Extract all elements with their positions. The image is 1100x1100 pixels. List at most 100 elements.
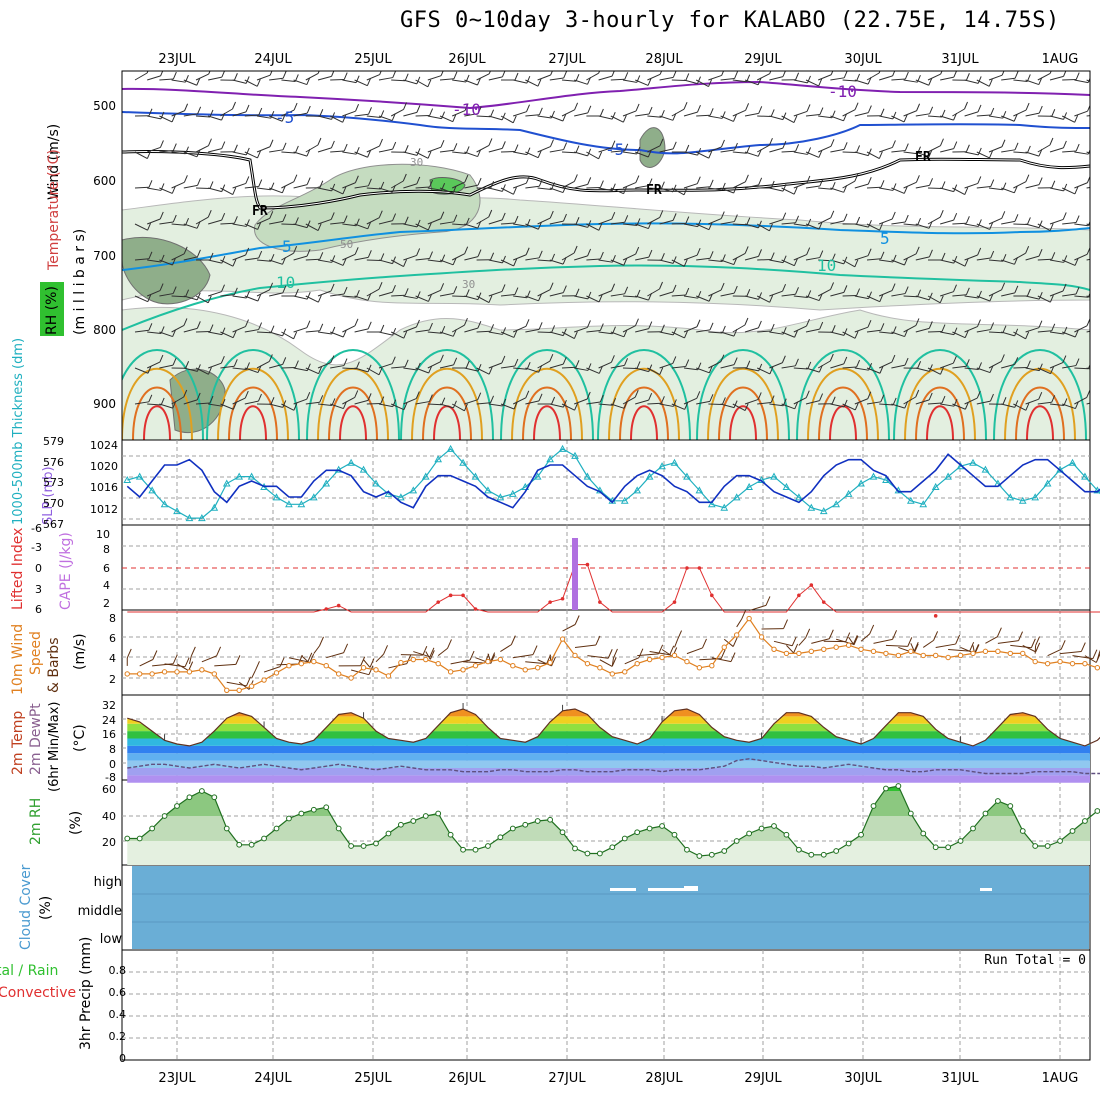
upper-wind-barb-flag (185, 361, 190, 369)
upper-wind-barb (171, 79, 186, 83)
wind-speed-point (522, 667, 528, 673)
upper-wind-barb (537, 146, 551, 153)
upper-wind-barb (756, 295, 770, 303)
upper-wind-barb (1037, 223, 1051, 232)
upper-wind-barb-flag (1025, 246, 1030, 254)
wind-barb-flag (1060, 640, 1066, 650)
upper-wind-barb-flag (683, 259, 688, 267)
rh-point (795, 846, 802, 853)
upper-wind-barb (793, 182, 808, 189)
wind-barb-flag (1092, 649, 1098, 659)
upper-wind-barb-flag (208, 138, 212, 146)
upper-wind-barb-flag (453, 357, 458, 366)
upper-wind-barb-flag (465, 360, 470, 369)
upper-wind-barb (586, 223, 600, 231)
upper-wind-barb (439, 292, 454, 297)
upper-wind-barb-flag (953, 141, 958, 149)
wind-barb (736, 618, 743, 628)
upper-wind-barb (793, 151, 808, 155)
upper-wind-barb-flag (366, 78, 371, 86)
upper-wind-barb (317, 331, 332, 335)
upper-wind-barb (1049, 362, 1064, 369)
top-date-31jul: 31JUL (941, 52, 979, 67)
upper-wind-barb (866, 223, 880, 231)
upper-wind-barb (366, 367, 380, 376)
upper-wind-barb (183, 113, 198, 117)
upper-wind-barb-flag (171, 186, 176, 194)
upper-wind-barb (305, 295, 319, 303)
label-minus5-a: -5 (275, 108, 294, 127)
cape-tick-6: 6 (103, 562, 110, 575)
upper-wind-barb-flag (501, 141, 506, 149)
upper-wind-barb-flag (343, 143, 348, 152)
cape-bar (572, 538, 578, 610)
upper-wind-barb-flag (562, 285, 567, 293)
upper-wind-barb (1025, 255, 1040, 261)
upper-wind-barb (537, 360, 551, 369)
upper-wind-barb (964, 182, 979, 189)
upper-wind-barb-flag (562, 399, 567, 408)
upper-wind-barb-flag (867, 219, 872, 228)
upper-wind-barb-flag (342, 115, 347, 123)
upper-wind-barb-flag (965, 73, 970, 81)
upper-wind-barb (915, 113, 930, 117)
diurnal-contour (915, 386, 965, 440)
upper-wind-barb (1001, 363, 1015, 369)
upper-wind-barb (439, 78, 454, 81)
upper-wind-barb-flag (563, 213, 567, 222)
thickness-point (683, 472, 691, 480)
rh-point (485, 843, 491, 849)
upper-wind-barb-flag (270, 254, 275, 262)
upper-wind-barb-flag (758, 106, 763, 114)
upper-wind-barb (317, 187, 332, 192)
upper-wind-barb (378, 331, 393, 336)
upper-wind-barb (781, 293, 796, 297)
wind-speed-point (970, 650, 976, 657)
upper-wind-barb (610, 115, 624, 123)
upper-wind-barb-flag (501, 284, 506, 292)
upper-wind-barb (1025, 327, 1040, 333)
upper-wind-barb-flag (648, 392, 653, 401)
upper-wind-barb (342, 396, 355, 405)
upper-wind-barb-flag (1049, 71, 1052, 74)
rh-point (385, 830, 392, 837)
upper-wind-barb-flag (843, 328, 848, 336)
upper-wind-barb-flag (904, 286, 909, 294)
upper-wind-barb-flag (928, 392, 933, 401)
upper-wind-barb (269, 149, 284, 153)
upper-wind-barb-flag (1062, 212, 1067, 220)
upper-wind-barb (305, 258, 320, 261)
upper-wind-barb (488, 403, 503, 407)
upper-wind-barb (134, 401, 149, 405)
upper-wind-barb (512, 325, 527, 333)
wind-barb (1060, 651, 1082, 655)
diurnal-contour (619, 386, 669, 440)
upper-wind-barb-flag (404, 359, 409, 367)
upper-wind-barb (695, 79, 709, 88)
wind-barb-flag (369, 658, 375, 668)
wind-barb-flag (852, 635, 858, 645)
upper-wind-barb (976, 186, 991, 189)
upper-wind-barb (134, 329, 149, 333)
upper-wind-barb-flag (575, 217, 580, 225)
rh-point (833, 848, 840, 854)
upper-wind-barb (586, 258, 601, 261)
upper-wind-barb (586, 151, 599, 160)
cloud-cover-area (132, 866, 1089, 949)
upper-wind-barb (744, 255, 759, 261)
upper-wind-barb (317, 403, 332, 406)
upper-wind-barb (232, 223, 247, 227)
upper-wind-barb (512, 397, 527, 405)
upper-wind-barb (708, 289, 722, 297)
upper-wind-barb-flag (635, 318, 639, 326)
cloud-axis-unit: (%) (38, 896, 54, 920)
upper-wind-barb (720, 187, 734, 194)
upper-wind-barb (720, 221, 735, 225)
upper-wind-barb (244, 186, 259, 189)
upper-wind-barb-flag (367, 150, 372, 158)
thickness-point (247, 472, 256, 480)
upper-wind-barb (891, 403, 905, 409)
upper-wind-barb-flag (599, 394, 604, 403)
diurnal-contour (807, 367, 879, 440)
thickness-point (421, 472, 430, 480)
